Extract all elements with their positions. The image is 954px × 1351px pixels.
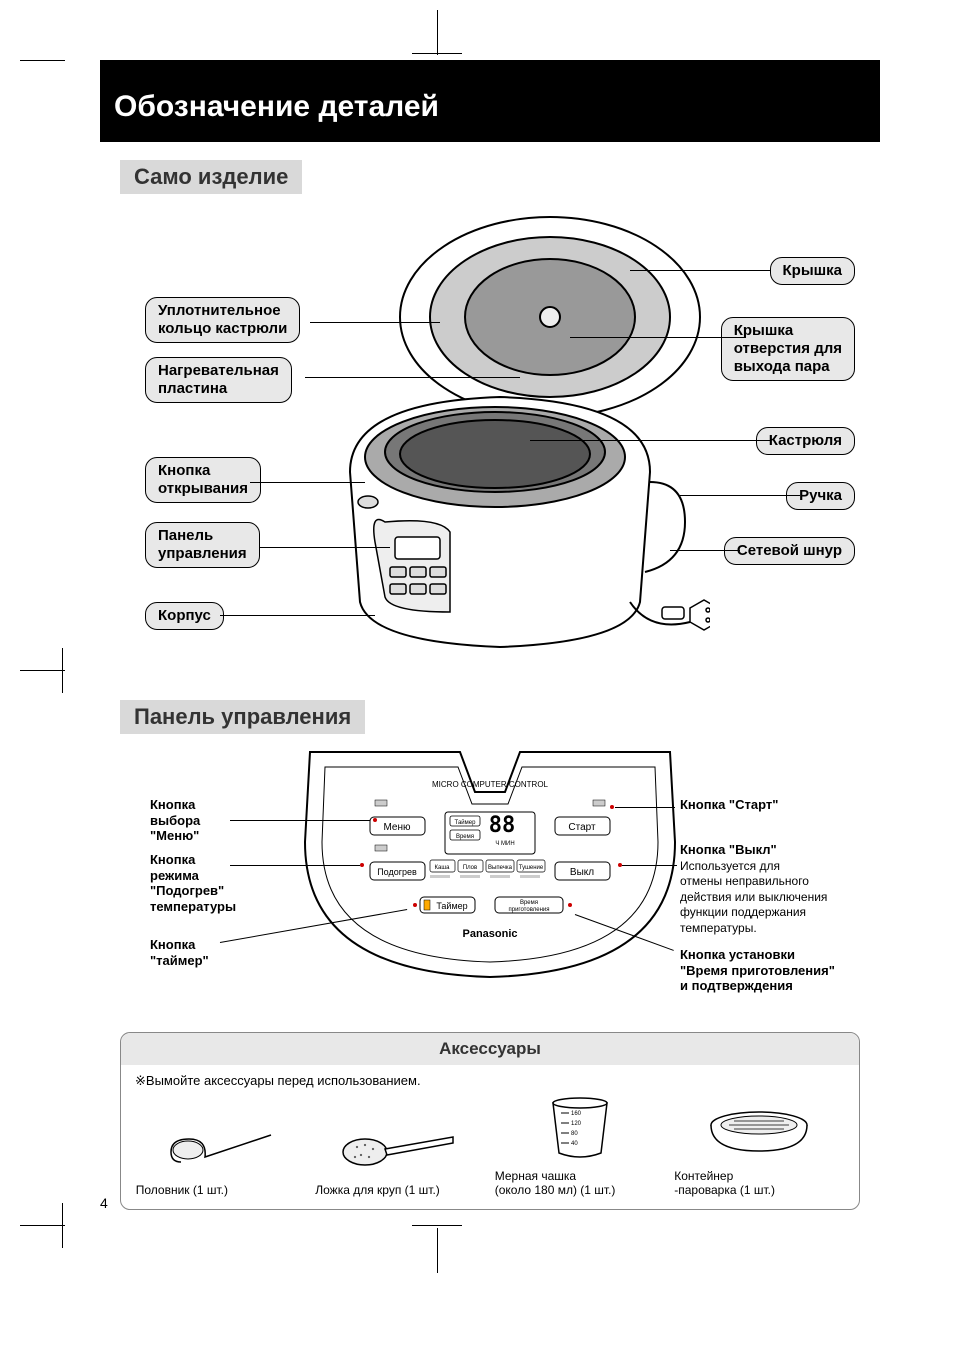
accessory-steamer: Контейнер -пароварка (1 шт.) xyxy=(674,1103,844,1197)
accessories-box: Аксессуары ※Вымойте аксессуары перед исп… xyxy=(120,1032,860,1210)
svg-text:Таймер: Таймер xyxy=(455,819,477,826)
callout-open-button: Кнопка открывания xyxy=(145,457,261,503)
callout-body: Корпус xyxy=(145,602,224,630)
svg-text:Старт: Старт xyxy=(568,822,596,833)
svg-text:Каша: Каша xyxy=(435,865,451,871)
leader-line xyxy=(230,820,370,821)
unit-diagram: Уплотнительное кольцо кастрюли Нагревате… xyxy=(100,202,880,682)
accessories-note: ※Вымойте аксессуары перед использованием… xyxy=(121,1065,859,1093)
accessories-title: Аксессуары xyxy=(121,1033,859,1065)
accessory-cup: 160 120 80 40 Мерная чашка (около 180 мл… xyxy=(495,1093,665,1197)
leader-line xyxy=(310,322,440,323)
svg-text:88: 88 xyxy=(489,813,516,838)
accessory-spoon: Ложка для круп (1 шт.) xyxy=(315,1117,485,1197)
crop-mark xyxy=(412,53,462,54)
callout-control-panel: Панель управления xyxy=(145,522,260,568)
leader-line xyxy=(570,337,745,338)
svg-text:Выкл: Выкл xyxy=(570,867,594,878)
callout-heater: Нагревательная пластина xyxy=(145,357,292,403)
leader-line xyxy=(305,377,520,378)
svg-text:40: 40 xyxy=(571,1141,578,1147)
svg-text:80: 80 xyxy=(571,1131,578,1137)
control-panel-diagram: MICRO COMPUTER CONTROL Таймер Время 88 Ч… xyxy=(100,742,880,1022)
svg-text:Время: Время xyxy=(520,900,538,906)
accessory-ladle: Половник (1 шт.) xyxy=(136,1117,306,1197)
leader-line xyxy=(615,807,675,808)
leader-line xyxy=(250,482,365,483)
leader-line xyxy=(530,440,770,441)
section-control-panel: Панель управления xyxy=(120,700,365,734)
callout-seal-ring: Уплотнительное кольцо кастрюли xyxy=(145,297,300,343)
svg-text:Подогрев: Подогрев xyxy=(377,867,417,877)
svg-text:Panasonic: Panasonic xyxy=(462,928,517,940)
crop-mark xyxy=(437,10,438,55)
label-off-button: Кнопка "Выкл" Используется для отмены не… xyxy=(680,842,880,936)
page-title: Обозначение деталей xyxy=(100,60,880,142)
svg-text:Плов: Плов xyxy=(463,865,477,871)
svg-text:Меню: Меню xyxy=(383,822,411,833)
svg-text:Тушение: Тушение xyxy=(519,865,544,871)
svg-text:приготовления: приготовления xyxy=(508,907,549,913)
section-main-unit: Само изделие xyxy=(120,160,302,194)
crop-mark xyxy=(412,1225,462,1226)
svg-text:Время: Время xyxy=(456,834,474,840)
crop-mark xyxy=(20,1225,65,1226)
label-warm-button: Кнопка режима "Подогрев" температуры xyxy=(150,852,300,914)
label-cooktime-button: Кнопка установки "Время приготовления" и… xyxy=(680,947,880,994)
leader-line xyxy=(230,865,360,866)
svg-text:120: 120 xyxy=(571,1121,582,1127)
crop-mark xyxy=(20,670,65,671)
crop-mark xyxy=(20,60,65,61)
svg-text:Ч МИН: Ч МИН xyxy=(495,841,514,847)
crop-mark xyxy=(62,1203,63,1248)
crop-mark xyxy=(62,648,63,693)
cooker-illustration xyxy=(290,202,710,682)
leader-line xyxy=(680,495,800,496)
leader-line xyxy=(220,615,375,616)
svg-text:Выпечка: Выпечка xyxy=(488,865,513,871)
page-number: 4 xyxy=(100,1195,108,1211)
panel-illustration: MICRO COMPUTER CONTROL Таймер Время 88 Ч… xyxy=(280,742,700,992)
leader-line xyxy=(670,550,740,551)
callout-lid: Крышка xyxy=(770,257,855,285)
label-start-button: Кнопка "Старт" xyxy=(680,797,880,813)
callout-steam-cover: Крышка отверстия для выхода пара xyxy=(721,317,855,381)
micro-label: MICRO COMPUTER CONTROL xyxy=(432,780,549,789)
callout-cord: Сетевой шнур xyxy=(724,537,855,565)
callout-handle: Ручка xyxy=(786,482,855,510)
leader-line xyxy=(260,547,390,548)
svg-text:Таймер: Таймер xyxy=(436,901,467,911)
crop-mark xyxy=(437,1228,438,1273)
callout-pot: Кастрюля xyxy=(756,427,855,455)
leader-line xyxy=(630,270,770,271)
leader-line xyxy=(622,865,677,866)
svg-text:160: 160 xyxy=(571,1111,582,1117)
